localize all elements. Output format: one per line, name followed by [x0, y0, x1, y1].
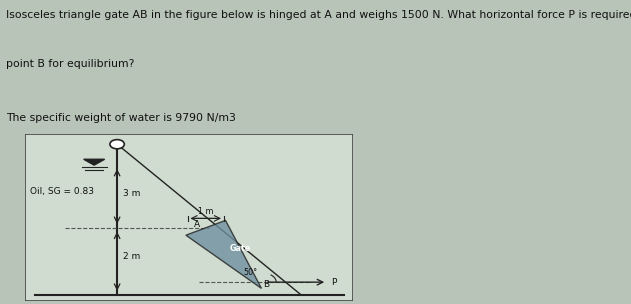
Polygon shape	[84, 159, 105, 165]
Text: Gate: Gate	[230, 244, 251, 253]
Circle shape	[110, 140, 124, 149]
Text: 50°: 50°	[244, 268, 257, 277]
Text: Oil, SG = 0.83: Oil, SG = 0.83	[30, 187, 94, 196]
Text: 1 m: 1 m	[198, 207, 213, 216]
Text: point B for equilibrium?: point B for equilibrium?	[6, 59, 134, 69]
Text: P: P	[331, 278, 336, 287]
Text: Isosceles triangle gate AB in the figure below is hinged at A and weighs 1500 N.: Isosceles triangle gate AB in the figure…	[6, 10, 631, 20]
Text: 2 m: 2 m	[123, 251, 140, 261]
Text: B: B	[263, 280, 269, 289]
Polygon shape	[186, 220, 261, 288]
Text: The specific weight of water is 9790 N/m3: The specific weight of water is 9790 N/m…	[6, 113, 236, 123]
Text: 3 m: 3 m	[123, 189, 140, 198]
Text: A: A	[194, 220, 201, 229]
